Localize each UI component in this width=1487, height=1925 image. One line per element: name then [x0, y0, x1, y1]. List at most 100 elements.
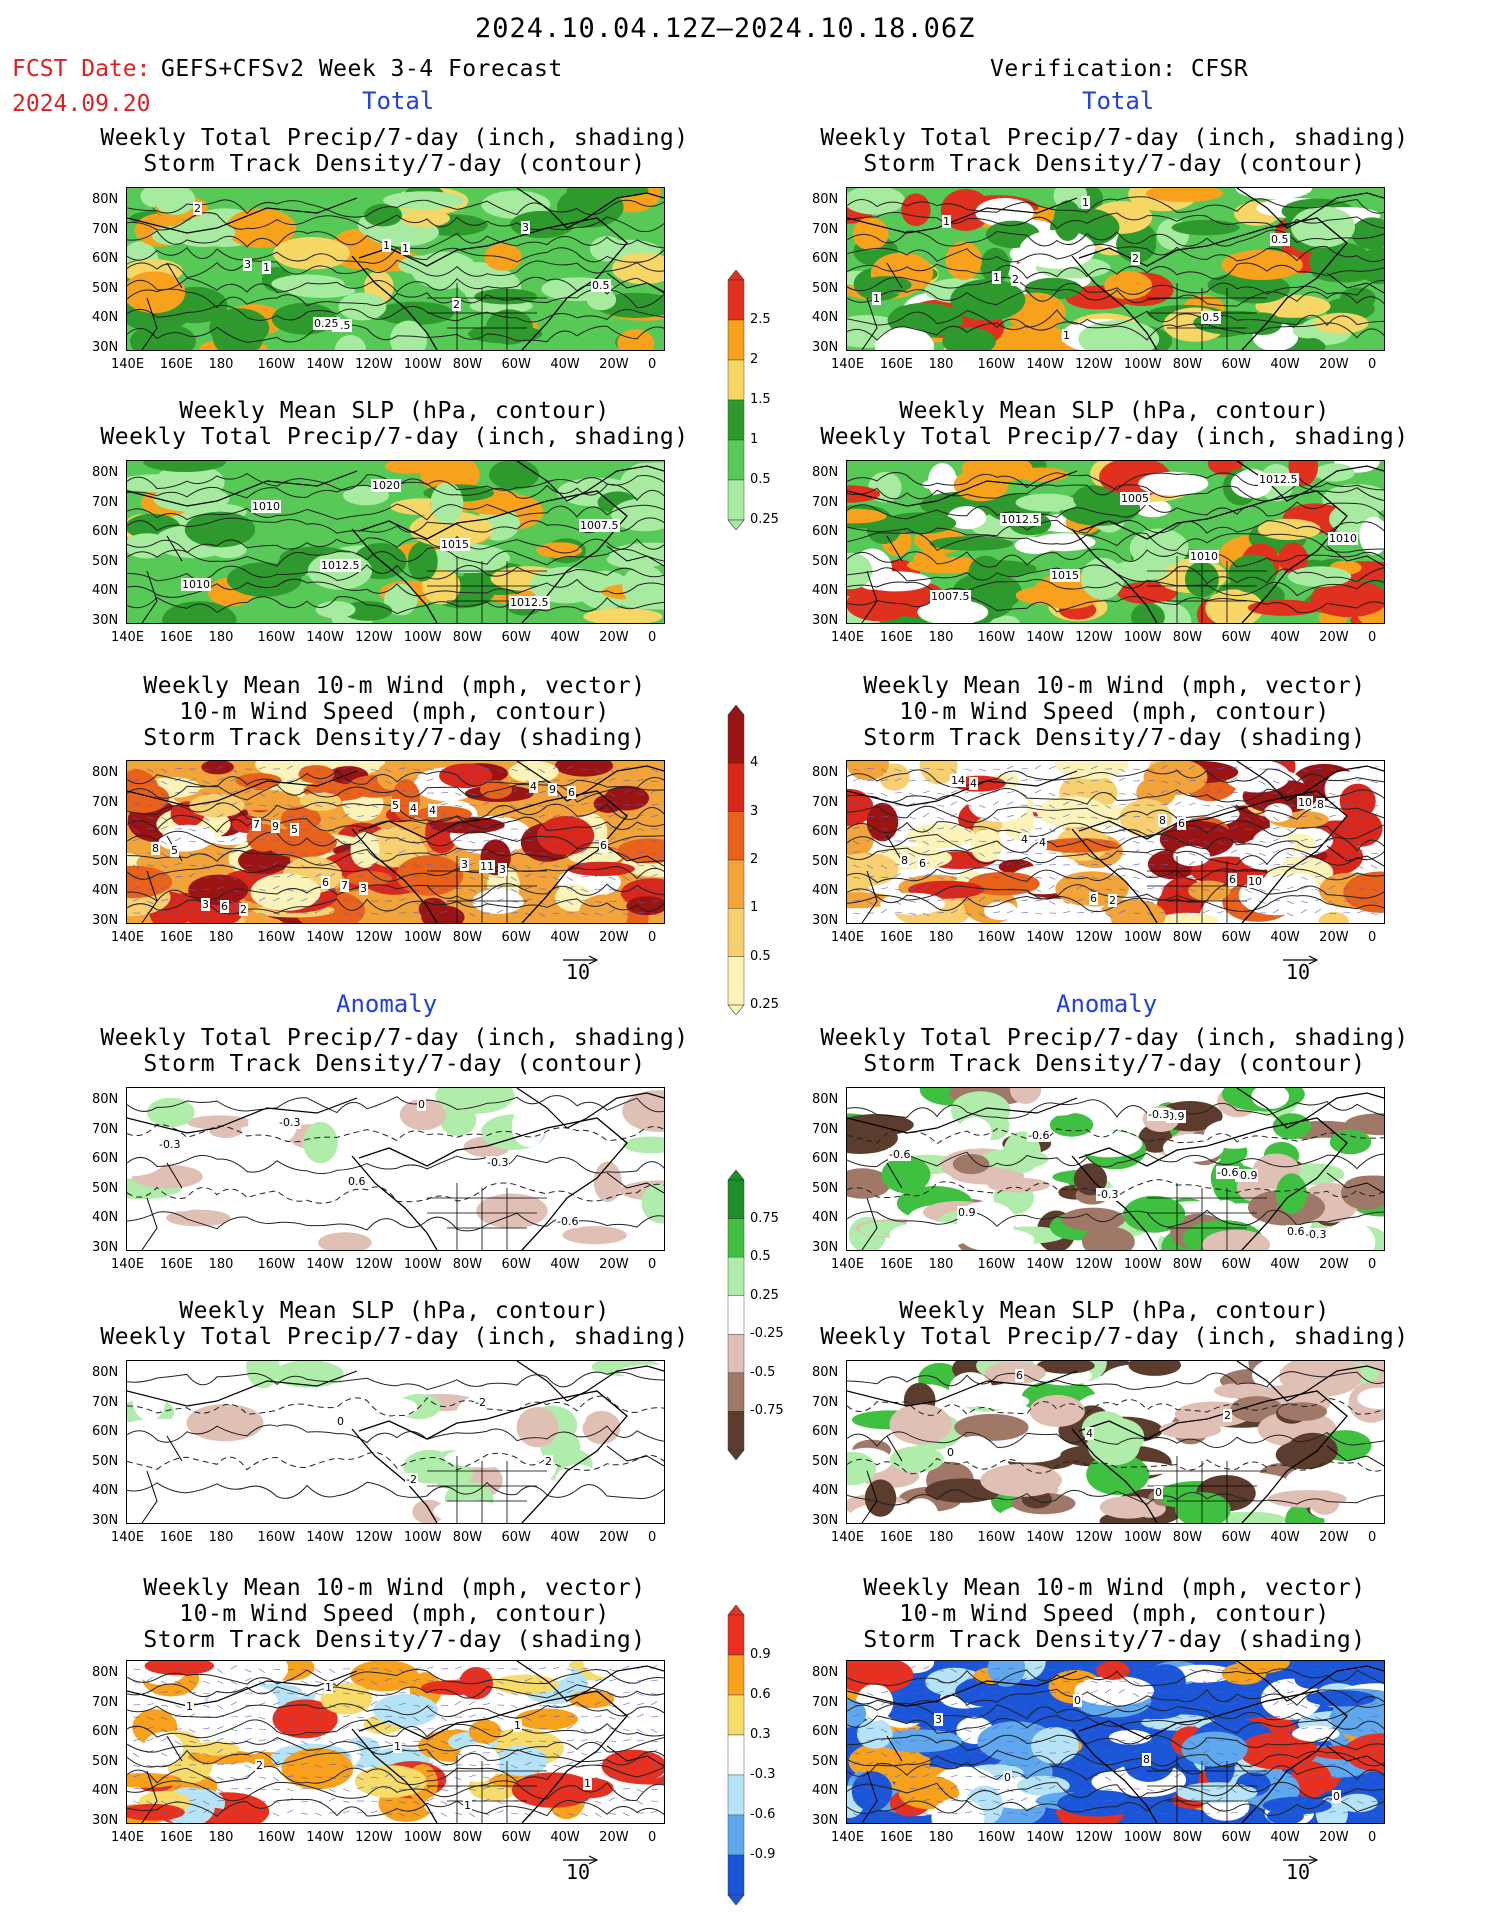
lon-tick: 40W: [550, 1530, 580, 1545]
lat-tick: 60N: [812, 824, 839, 839]
panel-title-p2L-line2: Weekly Total Precip/7-day (inch, shading…: [100, 424, 689, 450]
lat-tick: 50N: [812, 1180, 839, 1196]
lon-tick: 160W: [257, 357, 296, 372]
lat-tick: 30N: [92, 1512, 119, 1528]
colorbar-label: -0.75: [750, 1403, 784, 1419]
lat-tick: 30N: [92, 339, 119, 355]
contour-label: 2: [1223, 1409, 1232, 1422]
lat-tick: 40N: [812, 583, 839, 598]
contour-label: 8: [1158, 814, 1167, 827]
lon-tick: 100W: [1123, 1830, 1162, 1845]
lon-tick: 120W: [355, 1257, 393, 1272]
contour-label: -2: [405, 1473, 418, 1486]
lon-tick: 100W: [403, 357, 442, 372]
colorbar-label: 0.6: [750, 1687, 771, 1702]
lon-tick: 160E: [159, 1530, 193, 1545]
lon-tick: 20W: [1319, 930, 1349, 945]
lat-tick: 30N: [92, 1239, 119, 1255]
colorbar-label: 0.3: [750, 1727, 771, 1742]
lon-tick: 160W: [257, 1830, 296, 1845]
lon-tick: 160W: [977, 1830, 1016, 1845]
lon-tick: 100W: [1123, 1257, 1162, 1272]
contour-label: -0.3: [1304, 1228, 1328, 1241]
map-panel-p5R: 2 0 4 6 0: [846, 1360, 1385, 1524]
colorbar-precip_anom: [726, 1169, 746, 1464]
panel-title-p3L-line1: Weekly Mean 10-m Wind (mph, vector): [143, 673, 646, 699]
contour-label: 0: [946, 1446, 955, 1459]
lon-tick: 100W: [403, 630, 442, 645]
lon-tick: 20W: [599, 630, 629, 645]
contour-label: 0.9: [1166, 1110, 1186, 1123]
lon-tick: 180: [208, 630, 234, 645]
contour-label: 0: [1003, 1771, 1012, 1784]
lat-tick: 40N: [92, 583, 119, 598]
lon-tick: 140E: [831, 357, 865, 372]
lat-tick: 80N: [812, 765, 839, 780]
lon-tick: 80W: [452, 1830, 483, 1845]
contour-label: 6: [220, 900, 229, 913]
panel-title-p6R-line1: Weekly Mean 10-m Wind (mph, vector): [863, 1575, 1366, 1601]
colorbar-label: 1: [750, 900, 759, 916]
lon-tick: 100W: [1123, 357, 1162, 372]
panel-title-p3R-line1: Weekly Mean 10-m Wind (mph, vector): [863, 673, 1366, 699]
lon-tick: 160W: [977, 630, 1016, 645]
panel-title-p5R-line1: Weekly Mean SLP (hPa, contour): [899, 1298, 1330, 1324]
contour-label: 9: [271, 820, 280, 833]
panel-title-p3R-line3: Storm Track Density/7-day (shading): [863, 725, 1366, 751]
lon-tick: 160W: [257, 1530, 296, 1545]
panel-title-p2R-line1: Weekly Mean SLP (hPa, contour): [899, 398, 1330, 424]
colorbar-storm_total: [726, 704, 746, 1019]
lon-tick: 160E: [879, 630, 913, 645]
lon-tick: 40W: [550, 357, 580, 372]
panel-title-p4R-line2: Storm Track Density/7-day (contour): [863, 1051, 1366, 1077]
contour-label: 4: [428, 804, 437, 817]
colorbar-label: 0.25: [750, 1287, 779, 1303]
lon-tick: 20W: [1319, 1530, 1349, 1545]
lon-tick: 20W: [599, 1530, 629, 1545]
contour-label: 4: [409, 802, 418, 815]
contour-label: 1: [382, 239, 391, 252]
contour-label: 8: [1142, 1753, 1151, 1766]
lat-tick: 80N: [92, 1092, 119, 1107]
contour-label: 4: [1038, 836, 1047, 849]
lat-tick: 60N: [812, 1151, 839, 1166]
map-panel-p4L: -0.3 -0.6 -0.3 0 0.6 -0.3: [126, 1087, 665, 1251]
contour-label: 1: [262, 261, 271, 274]
vector-reference-arrow-icon: [1281, 950, 1321, 969]
contour-label: 6: [1177, 817, 1186, 830]
lon-tick: 180: [208, 357, 234, 372]
contour-label: 1: [583, 1777, 592, 1790]
contour-label: 1015: [440, 538, 470, 551]
lon-tick: 180: [928, 630, 954, 645]
lon-tick: 20W: [1319, 1257, 1349, 1272]
lon-tick: 40W: [1270, 1830, 1300, 1845]
lon-tick: 60W: [1221, 357, 1251, 372]
lon-tick: 160E: [879, 930, 913, 945]
lon-tick: 160E: [879, 357, 913, 372]
lon-tick: 120W: [1075, 930, 1113, 945]
lon-tick: 80W: [452, 1530, 483, 1545]
lon-tick: 120W: [355, 1830, 393, 1845]
lon-tick: 0: [648, 930, 657, 945]
lon-tick: 80W: [1172, 1530, 1203, 1545]
panel-title-p4R-line1: Weekly Total Precip/7-day (inch, shading…: [820, 1025, 1409, 1051]
lon-tick: 80W: [452, 630, 483, 645]
lon-tick: 140W: [1026, 1530, 1064, 1545]
lon-tick: 60W: [1221, 1530, 1251, 1545]
lon-tick: 140E: [111, 1257, 145, 1272]
contour-label: 0.5: [1270, 233, 1290, 246]
contour-label: 4: [529, 780, 538, 793]
lon-tick: 0: [1368, 1530, 1377, 1545]
colorbar-label: 4: [750, 755, 759, 771]
lat-tick: 70N: [812, 1394, 839, 1410]
lon-tick: 0: [648, 1830, 657, 1845]
contour-label: 2: [452, 298, 461, 311]
panel-title-p5R-line2: Weekly Total Precip/7-day (inch, shading…: [820, 1324, 1409, 1350]
lon-tick: 80W: [1172, 930, 1203, 945]
colorbar-label: 1: [750, 432, 759, 447]
lon-tick: 60W: [501, 1830, 531, 1845]
lon-tick: 40W: [1270, 357, 1300, 372]
lat-tick: 30N: [812, 912, 839, 928]
contour-label: 1: [393, 1740, 402, 1753]
lat-tick: 40N: [92, 1483, 119, 1498]
